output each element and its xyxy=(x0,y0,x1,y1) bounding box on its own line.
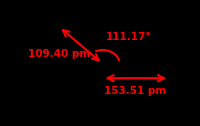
Text: 153.51 pm: 153.51 pm xyxy=(104,86,166,96)
Text: 111.17°: 111.17° xyxy=(106,32,151,42)
Text: 109.40 pm: 109.40 pm xyxy=(28,49,90,59)
